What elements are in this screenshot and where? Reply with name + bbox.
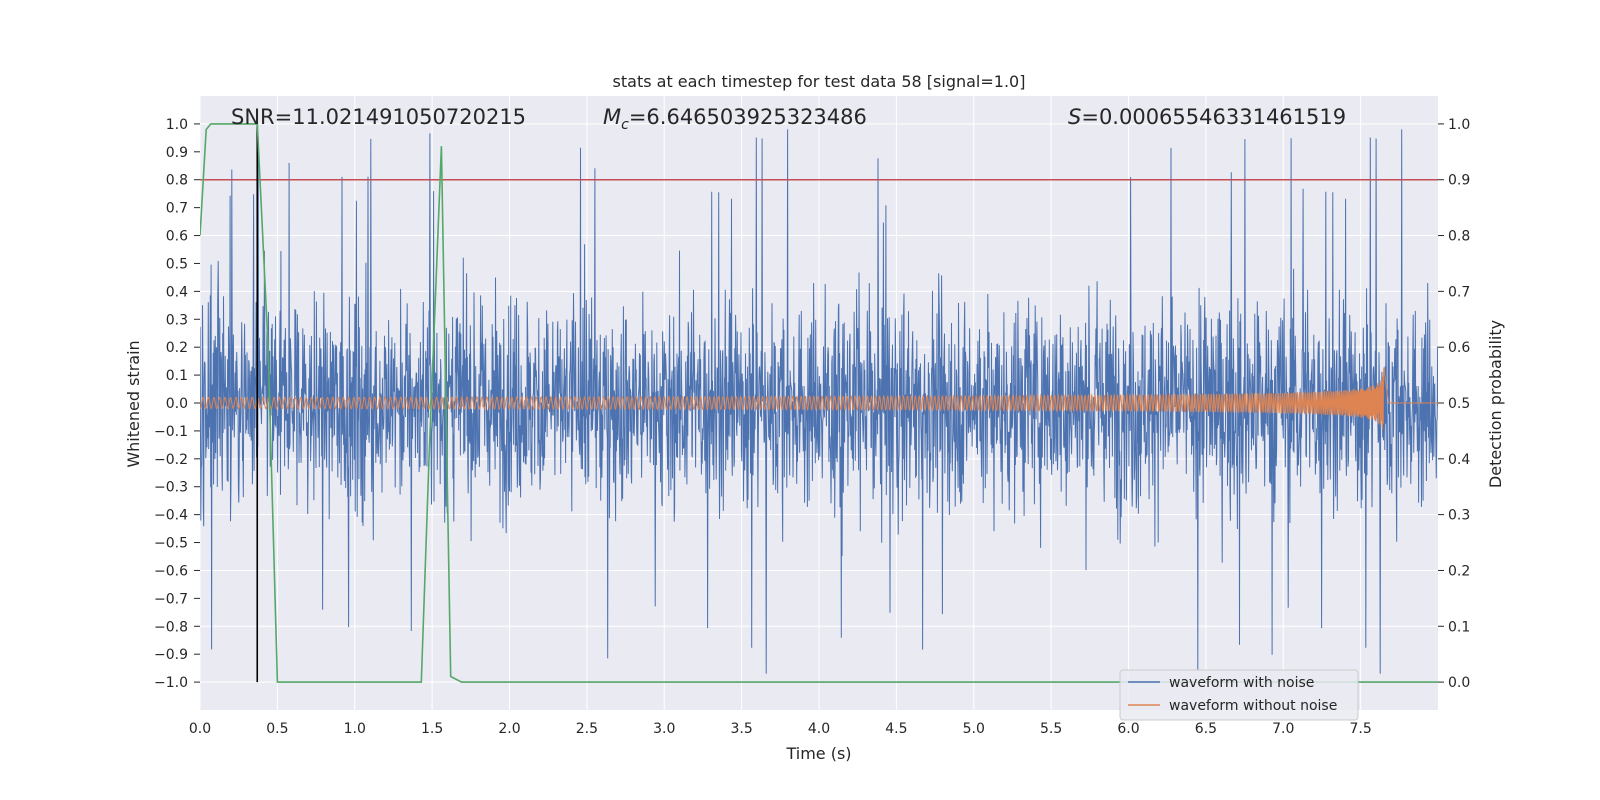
x-tick-label-6: 3.0: [653, 721, 675, 737]
y2-tick-label-4: 0.4: [1448, 452, 1470, 468]
chirp-mass-annotation: Mc=6.646503925323486: [603, 105, 867, 133]
statistic-symbol: S: [1068, 105, 1081, 129]
y-tick-label-20: 1.0: [166, 117, 188, 133]
x-tick-label-12: 6.0: [1117, 721, 1139, 737]
y-axis-left: −1.0 −0.9 −0.8 −0.7 −0.6 −0.5 −0.4 −0.3 −0.2 −0.1…: [154, 117, 200, 691]
x-tick-label-7: 3.5: [730, 721, 752, 737]
y2-tick-label-0: 0.0: [1448, 675, 1470, 691]
y-tick-label-17: 0.7: [166, 201, 188, 217]
statistic-annotation: S=0.00065546331461519: [1068, 105, 1346, 129]
y-tick-label-16: 0.6: [166, 229, 188, 245]
x-tick-label-8: 4.0: [808, 721, 830, 737]
y-tick-label-4: −0.6: [154, 563, 188, 579]
y-tick-label-19: 0.9: [166, 145, 188, 161]
y2-tick-label-5: 0.5: [1448, 396, 1470, 412]
x-tick-label-5: 2.5: [576, 721, 598, 737]
y-tick-label-2: −0.8: [154, 619, 188, 635]
chart-title: stats at each timestep for test data 58 …: [613, 72, 1026, 91]
y2-tick-label-9: 0.9: [1448, 173, 1470, 189]
legend-box: [1119, 669, 1359, 721]
y2-tick-label-1: 0.1: [1448, 619, 1470, 635]
y-tick-label-14: 0.4: [166, 284, 188, 300]
x-tick-label-14: 7.0: [1272, 721, 1294, 737]
x-tick-label-1: 0.5: [266, 721, 288, 737]
chirp-mass-symbol: M: [603, 105, 621, 129]
y-tick-label-10: 0.0: [166, 396, 188, 412]
x-tick-label-0: 0.0: [189, 721, 211, 737]
series-waveform-without-noise: [200, 367, 1438, 430]
y2-tick-label-10: 1.0: [1448, 117, 1470, 133]
x-tick-label-3: 1.5: [421, 721, 443, 737]
y-tick-label-11: 0.1: [166, 368, 188, 384]
y-tick-label-3: −0.7: [154, 591, 188, 607]
y-tick-label-12: 0.2: [166, 340, 188, 356]
y-tick-label-0: −1.0: [154, 675, 188, 691]
y-tick-label-5: −0.5: [154, 536, 188, 552]
chirp-mass-subscript: c: [621, 117, 629, 133]
y2-tick-label-3: 0.3: [1448, 508, 1470, 524]
y2-tick-label-2: 0.2: [1448, 563, 1470, 579]
y-tick-label-18: 0.8: [166, 173, 188, 189]
y-tick-label-9: −0.1: [154, 424, 188, 440]
x-tick-label-11: 5.5: [1040, 721, 1062, 737]
y-tick-label-15: 0.5: [166, 256, 188, 272]
y-axis-right: 0.0 0.1 0.2 0.3 0.4 0.5 0.6 0.7 0.8 0.9 1.0: [1438, 117, 1470, 691]
y2-tick-label-6: 0.6: [1448, 340, 1470, 356]
y2-tick-label-7: 0.7: [1448, 284, 1470, 300]
series-detection-probability: [200, 123, 1438, 683]
y-tick-label-6: −0.4: [154, 508, 188, 524]
x-axis: 0.0 0.5 1.0 1.5 2.0 2.5 3.0 3.5 4.0 4.5 5.0 5.5 6.0 6…: [189, 721, 1372, 737]
y2-axis-label: Detection probability: [1486, 320, 1505, 488]
y-tick-label-7: −0.3: [154, 480, 188, 496]
y-tick-label-1: −0.9: [154, 647, 188, 663]
legend-label-noise: waveform with noise: [1169, 675, 1314, 691]
snr-annotation: SNR=11.021491050720215: [231, 105, 526, 129]
y-tick-label-8: −0.2: [154, 452, 188, 468]
x-tick-label-10: 5.0: [963, 721, 985, 737]
x-tick-label-4: 2.0: [498, 721, 520, 737]
x-tick-label-13: 6.5: [1195, 721, 1217, 737]
x-tick-label-2: 1.0: [344, 721, 366, 737]
y2-tick-label-8: 0.8: [1448, 229, 1470, 245]
legend-label-clean: waveform without noise: [1169, 698, 1337, 714]
legend: waveform with noise waveform without noi…: [1119, 669, 1359, 721]
chirp-mass-value: =6.646503925323486: [629, 105, 867, 129]
x-tick-label-15: 7.5: [1349, 721, 1371, 737]
statistic-value: =0.00065546331461519: [1081, 105, 1346, 129]
y-axis-label: Whitened strain: [124, 340, 143, 467]
y-tick-label-13: 0.3: [166, 312, 188, 328]
x-axis-label: Time (s): [785, 744, 851, 763]
x-tick-label-9: 4.5: [885, 721, 907, 737]
